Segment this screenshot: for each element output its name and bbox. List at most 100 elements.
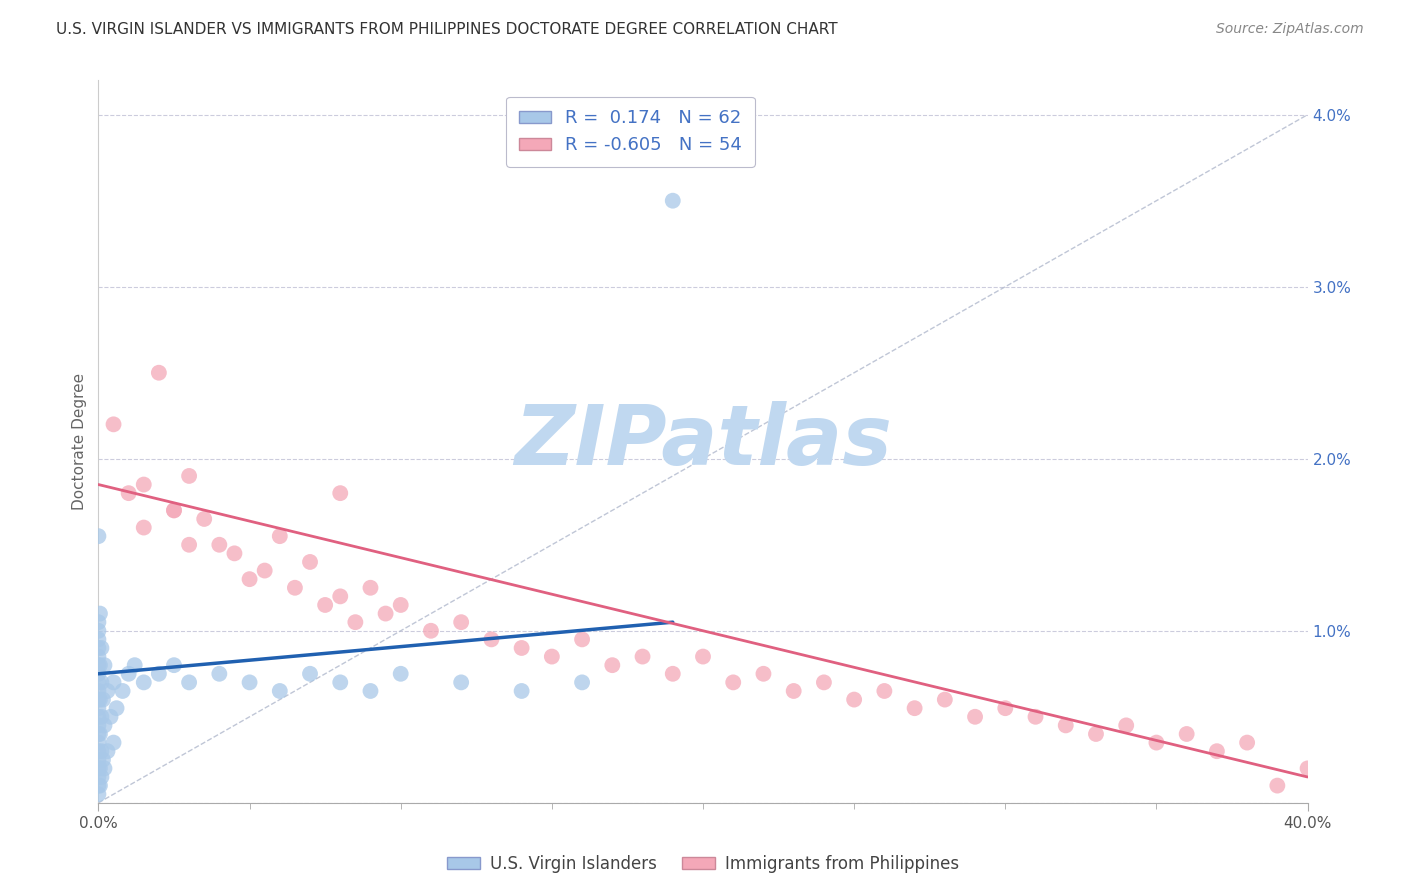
Point [89, 761, 111, 775]
Point [1024, 710, 1046, 724]
Text: U.S. VIRGIN ISLANDER VS IMMIGRANTS FROM PHILIPPINES DOCTORATE DEGREE CORRELATION: U.S. VIRGIN ISLANDER VS IMMIGRANTS FROM … [56, 22, 838, 37]
Point [965, 710, 987, 724]
Point [179, 538, 201, 552]
Point [1175, 727, 1198, 741]
Point [481, 632, 503, 647]
Point [87, 675, 110, 690]
Point [329, 486, 352, 500]
Point [163, 658, 186, 673]
Point [90, 770, 112, 784]
Point [752, 666, 775, 681]
Point [692, 649, 714, 664]
Point [118, 486, 141, 500]
Point [87, 753, 110, 767]
Point [89, 692, 111, 706]
Point [179, 469, 201, 483]
Point [87, 666, 110, 681]
Point [904, 701, 927, 715]
Point [389, 666, 412, 681]
Point [299, 555, 322, 569]
Point [1206, 744, 1229, 758]
Point [208, 538, 231, 552]
Point [329, 675, 352, 690]
Point [87, 744, 110, 758]
Point [87, 770, 110, 784]
Point [540, 649, 562, 664]
Point [1296, 761, 1319, 775]
Point [1236, 735, 1258, 749]
Point [163, 503, 186, 517]
Point [124, 658, 146, 673]
Point [813, 675, 835, 690]
Point [87, 658, 110, 673]
Point [87, 710, 110, 724]
Point [87, 640, 110, 655]
Point [284, 581, 307, 595]
Point [132, 675, 155, 690]
Point [631, 649, 654, 664]
Point [299, 666, 322, 681]
Point [783, 684, 806, 698]
Point [1115, 718, 1137, 732]
Point [360, 581, 382, 595]
Point [450, 615, 472, 630]
Point [89, 607, 111, 621]
Point [87, 787, 110, 801]
Point [389, 598, 412, 612]
Point [103, 675, 125, 690]
Point [111, 684, 134, 698]
Point [87, 684, 110, 698]
Point [103, 735, 125, 749]
Point [329, 590, 352, 604]
Point [873, 684, 896, 698]
Point [87, 701, 110, 715]
Point [100, 710, 122, 724]
Point [179, 675, 201, 690]
Point [90, 710, 112, 724]
Point [571, 675, 593, 690]
Point [661, 666, 683, 681]
Point [239, 572, 262, 586]
Point [148, 366, 170, 380]
Point [87, 692, 110, 706]
Point [87, 779, 110, 793]
Legend: U.S. Virgin Islanders, Immigrants from Philippines: U.S. Virgin Islanders, Immigrants from P… [440, 848, 966, 880]
Point [105, 701, 128, 715]
Point [118, 666, 141, 681]
Point [89, 727, 111, 741]
Point [96, 744, 118, 758]
Point [87, 735, 110, 749]
Point [96, 684, 118, 698]
Point [374, 607, 396, 621]
Point [602, 658, 624, 673]
Point [269, 529, 291, 543]
Point [934, 692, 956, 706]
Point [89, 658, 111, 673]
Point [510, 640, 533, 655]
Point [91, 692, 114, 706]
Point [239, 675, 262, 690]
Point [1085, 727, 1108, 741]
Point [571, 632, 593, 647]
Point [90, 744, 112, 758]
Point [93, 718, 115, 732]
Y-axis label: Doctorate Degree: Doctorate Degree [72, 373, 87, 510]
Point [87, 649, 110, 664]
Point [661, 194, 683, 208]
Point [193, 512, 215, 526]
Point [163, 503, 186, 517]
Point [344, 615, 367, 630]
Point [994, 701, 1017, 715]
Text: ZIPatlas: ZIPatlas [515, 401, 891, 482]
Point [93, 761, 115, 775]
Point [450, 675, 472, 690]
Point [269, 684, 291, 698]
Point [87, 632, 110, 647]
Point [87, 718, 110, 732]
Point [87, 761, 110, 775]
Point [87, 615, 110, 630]
Legend: R =  0.174   N = 62, R = -0.605   N = 54: R = 0.174 N = 62, R = -0.605 N = 54 [506, 96, 755, 167]
Point [148, 666, 170, 681]
Point [420, 624, 443, 638]
Point [87, 624, 110, 638]
